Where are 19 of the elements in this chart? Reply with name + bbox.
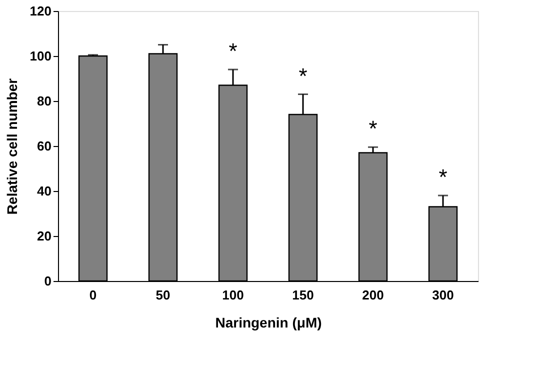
annotation: * bbox=[228, 38, 238, 64]
x-axis-title: Naringenin (μM) bbox=[215, 314, 322, 330]
annotation: * bbox=[298, 63, 308, 88]
y-tick-label: 40 bbox=[37, 184, 52, 198]
x-tick-label: 50 bbox=[156, 288, 170, 302]
x-tick-label: 200 bbox=[362, 288, 384, 302]
x-tick-label: 100 bbox=[222, 288, 244, 302]
y-tick-label: 80 bbox=[37, 94, 52, 108]
y-tick-label: 0 bbox=[44, 274, 52, 288]
x-tick-label: 150 bbox=[292, 288, 314, 302]
annotation: * bbox=[438, 164, 448, 190]
y-tick-label: 60 bbox=[37, 138, 52, 154]
x-tick-label: 300 bbox=[432, 288, 454, 302]
annotation: * bbox=[368, 116, 378, 142]
x-tick-label: 0 bbox=[89, 288, 97, 302]
y-axis-title: Relative cell number bbox=[4, 78, 20, 215]
y-tick-label: 100 bbox=[30, 48, 52, 64]
y-tick-label: 20 bbox=[37, 228, 52, 244]
y-tick-label: 120 bbox=[30, 4, 52, 18]
